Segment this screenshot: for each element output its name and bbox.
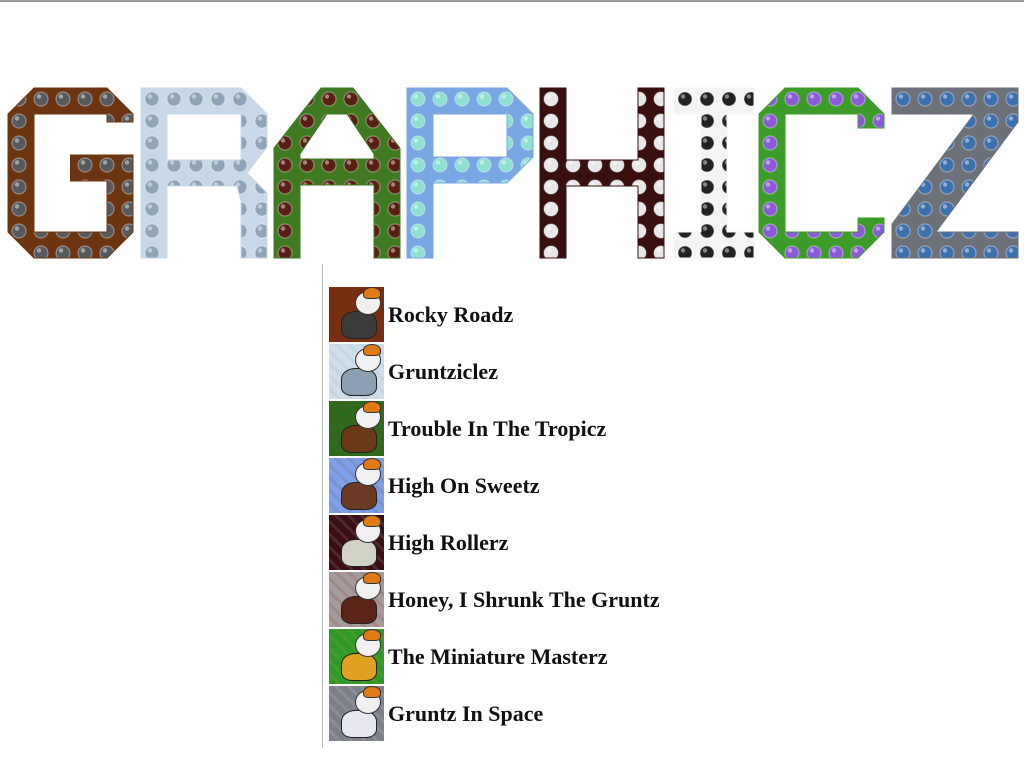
grunt-hair-shape — [363, 515, 381, 527]
space-thumbnail-icon[interactable] — [329, 686, 384, 741]
top-rule — [0, 0, 1024, 2]
banner-letter-h: H — [539, 87, 665, 259]
level-link[interactable]: Honey, I Shrunk The Gruntz — [329, 571, 660, 628]
level-link[interactable]: Gruntziclez — [329, 343, 660, 400]
gruntziclez-thumbnail-icon[interactable] — [329, 344, 384, 399]
graphicz-banner: GRAPHICZ — [0, 86, 1024, 260]
level-list: Rocky Roadz Gruntziclez Trouble In The Tro… — [329, 286, 660, 742]
level-label[interactable]: Honey, I Shrunk The Gruntz — [388, 586, 660, 612]
level-link[interactable]: Trouble In The Tropicz — [329, 400, 660, 457]
level-label[interactable]: Gruntziclez — [388, 358, 498, 384]
banner-letter-c: C — [758, 87, 885, 259]
level-label[interactable]: The Miniature Masterz — [388, 643, 608, 669]
level-label[interactable]: High Rollerz — [388, 529, 509, 555]
sweetz-thumbnail-icon[interactable] — [329, 458, 384, 513]
level-label[interactable]: Gruntz In Space — [388, 700, 544, 726]
grunt-body-shape — [341, 482, 377, 510]
grunt-body-shape — [341, 311, 377, 339]
grunt-body-shape — [341, 596, 377, 624]
banner-letter-z: Z — [891, 87, 1019, 259]
banner-letter-a: A — [273, 87, 401, 259]
rollerz-thumbnail-icon[interactable] — [329, 515, 384, 570]
list-divider — [322, 264, 323, 748]
level-label[interactable]: High On Sweetz — [388, 472, 540, 498]
grunt-body-shape — [341, 368, 377, 396]
level-label[interactable]: Trouble In The Tropicz — [388, 415, 607, 441]
shrunk-thumbnail-icon[interactable] — [329, 572, 384, 627]
masterz-thumbnail-icon[interactable] — [329, 629, 384, 684]
grunt-hair-shape — [363, 401, 381, 413]
level-link[interactable]: The Miniature Masterz — [329, 628, 660, 685]
grunt-body-shape — [341, 539, 377, 567]
tropicz-thumbnail-icon[interactable] — [329, 401, 384, 456]
banner-letter-r: R — [140, 87, 268, 259]
banner-letter-i: I — [673, 87, 755, 259]
grunt-hair-shape — [363, 458, 381, 470]
graphicz-title-graphic: GRAPHICZ — [7, 87, 1019, 259]
level-link[interactable]: High On Sweetz — [329, 457, 660, 514]
level-link[interactable]: High Rollerz — [329, 514, 660, 571]
level-label[interactable]: Rocky Roadz — [388, 301, 514, 327]
grunt-hair-shape — [363, 629, 381, 641]
banner-letter-p: P — [406, 87, 534, 259]
grunt-hair-shape — [363, 344, 381, 356]
grunt-body-shape — [341, 653, 377, 681]
level-link[interactable]: Gruntz In Space — [329, 685, 660, 742]
rocky-roadz-thumbnail-icon[interactable] — [329, 287, 384, 342]
grunt-body-shape — [341, 710, 377, 738]
level-link[interactable]: Rocky Roadz — [329, 286, 660, 343]
grunt-hair-shape — [363, 287, 381, 299]
banner-letter-g: G — [7, 87, 134, 259]
grunt-hair-shape — [363, 572, 381, 584]
grunt-hair-shape — [363, 686, 381, 698]
grunt-body-shape — [341, 425, 377, 453]
